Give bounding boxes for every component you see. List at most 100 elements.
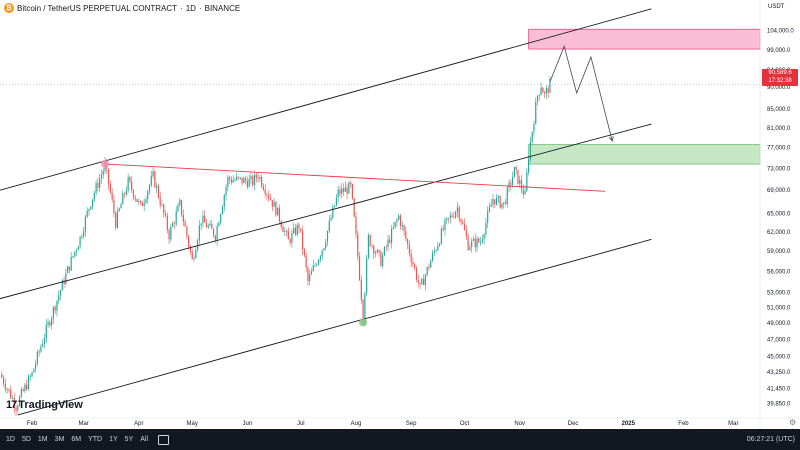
- candle-2024-02-28[interactable]: [79, 236, 81, 247]
- candle-2024-07-30[interactable]: [351, 184, 354, 199]
- candle-2024-07-27[interactable]: [346, 187, 348, 194]
- candle-2024-03-17[interactable]: [111, 192, 113, 200]
- candle-2024-07-09[interactable]: [314, 265, 316, 266]
- candle-2024-07-20[interactable]: [334, 205, 336, 207]
- candle-2024-07-23[interactable]: [339, 189, 341, 194]
- candle-2024-05-01[interactable]: [191, 251, 193, 260]
- candle-2024-05-21[interactable]: [227, 177, 229, 188]
- candle-2024-05-03[interactable]: [195, 249, 197, 259]
- candle-2024-09-10[interactable]: [426, 266, 428, 275]
- utc-clock[interactable]: 06:27:21 (UTC): [746, 436, 795, 443]
- candle-2024-09-27[interactable]: [456, 207, 459, 212]
- candle-2024-10-08[interactable]: [476, 238, 478, 248]
- candle-2024-10-01[interactable]: [463, 223, 466, 231]
- touch-point-1[interactable]: [359, 318, 368, 327]
- candle-2024-08-27[interactable]: [401, 225, 403, 227]
- channel-line-lower[interactable]: [17, 238, 652, 416]
- candle-2024-03-24[interactable]: [123, 193, 126, 195]
- candle-2024-10-10[interactable]: [479, 242, 482, 243]
- candle-2024-05-23[interactable]: [230, 179, 232, 183]
- candle-2024-01-31[interactable]: [29, 376, 31, 378]
- candle-2024-01-21[interactable]: [11, 397, 14, 399]
- candle-2024-09-12[interactable]: [430, 260, 432, 268]
- interval-label[interactable]: 1D: [185, 3, 196, 13]
- candle-2024-08-02[interactable]: [357, 233, 359, 257]
- candle-2024-08-22[interactable]: [392, 227, 394, 229]
- candle-2024-11-15[interactable]: [544, 92, 546, 94]
- candle-2024-05-29[interactable]: [241, 177, 243, 184]
- candle-2024-01-25[interactable]: [18, 396, 21, 406]
- candle-2024-07-06[interactable]: [309, 274, 311, 282]
- candle-2024-11-06[interactable]: [528, 159, 530, 173]
- candle-2024-07-24[interactable]: [341, 188, 343, 194]
- candle-2024-05-24[interactable]: [232, 180, 234, 183]
- candle-2024-09-21[interactable]: [446, 218, 448, 220]
- candle-2024-07-16[interactable]: [326, 230, 329, 243]
- candle-2024-06-25[interactable]: [289, 239, 291, 243]
- candle-2024-11-07[interactable]: [529, 141, 531, 160]
- candle-2024-11-03[interactable]: [522, 189, 524, 195]
- candle-2024-06-13[interactable]: [268, 194, 270, 199]
- candle-2024-03-03[interactable]: [86, 210, 88, 217]
- candle-2024-02-24[interactable]: [72, 256, 74, 258]
- candle-2024-08-24[interactable]: [396, 219, 398, 222]
- candle-2024-10-23[interactable]: [503, 202, 505, 204]
- candle-2024-06-29[interactable]: [296, 224, 298, 235]
- candle-2024-03-11[interactable]: [100, 174, 103, 179]
- candle-2024-11-11[interactable]: [536, 96, 539, 103]
- candle-2024-09-08[interactable]: [423, 278, 425, 286]
- candle-2024-10-24[interactable]: [504, 202, 507, 205]
- candle-2024-01-24[interactable]: [17, 405, 19, 411]
- candle-2024-11-01[interactable]: [519, 180, 521, 184]
- candle-2024-11-08[interactable]: [531, 131, 533, 142]
- candle-2024-08-01[interactable]: [355, 216, 357, 234]
- candle-2024-10-13[interactable]: [485, 222, 487, 235]
- candle-2024-10-29[interactable]: [513, 166, 515, 178]
- candle-2024-06-27[interactable]: [293, 227, 295, 233]
- candle-2024-06-24[interactable]: [287, 231, 289, 240]
- candle-2024-09-22[interactable]: [447, 218, 450, 219]
- candle-2024-09-02[interactable]: [412, 261, 414, 265]
- candle-2024-10-19[interactable]: [495, 197, 498, 205]
- candle-2024-06-20[interactable]: [280, 221, 282, 227]
- candle-2024-03-15[interactable]: [107, 168, 110, 185]
- candle-2024-01-28[interactable]: [24, 384, 26, 391]
- candle-2024-08-06[interactable]: [364, 293, 366, 323]
- candle-2024-09-18[interactable]: [440, 228, 443, 244]
- candle-2024-02-19[interactable]: [63, 280, 65, 285]
- candle-2024-03-28[interactable]: [131, 181, 133, 190]
- candle-2024-10-02[interactable]: [465, 230, 467, 237]
- candle-2024-08-03[interactable]: [358, 256, 361, 281]
- timeframe-1y[interactable]: 1Y: [109, 436, 118, 443]
- candle-2024-04-24[interactable]: [179, 200, 181, 206]
- candle-2024-09-05[interactable]: [417, 279, 419, 283]
- currency-label[interactable]: USDT: [768, 4, 785, 10]
- candle-2024-06-11[interactable]: [264, 189, 266, 195]
- candle-2024-03-27[interactable]: [129, 177, 131, 182]
- candle-2024-10-18[interactable]: [494, 199, 496, 205]
- candle-2024-05-07[interactable]: [202, 215, 204, 224]
- candle-2024-10-11[interactable]: [481, 239, 483, 243]
- candle-2024-09-11[interactable]: [428, 266, 430, 268]
- candle-2024-08-08[interactable]: [367, 235, 370, 258]
- candle-2024-04-15[interactable]: [163, 204, 165, 214]
- candle-2024-05-06[interactable]: [200, 223, 202, 226]
- candle-2024-03-26[interactable]: [127, 177, 129, 191]
- candle-2024-04-27[interactable]: [184, 221, 186, 227]
- candle-2024-03-10[interactable]: [99, 178, 101, 188]
- resistance-trendline[interactable]: [104, 163, 606, 192]
- candle-2024-05-12[interactable]: [211, 223, 213, 229]
- candle-2024-07-01[interactable]: [300, 228, 302, 231]
- candle-2024-09-04[interactable]: [415, 268, 418, 280]
- candle-2024-04-17[interactable]: [166, 215, 168, 230]
- candle-2024-01-15[interactable]: [1, 374, 3, 378]
- candle-2024-06-28[interactable]: [294, 227, 297, 235]
- candle-2024-02-18[interactable]: [61, 280, 63, 291]
- candle-2024-02-02[interactable]: [33, 368, 35, 373]
- candle-2024-01-19[interactable]: [8, 388, 10, 390]
- candle-2024-06-19[interactable]: [278, 207, 281, 222]
- candle-2024-03-09[interactable]: [97, 183, 99, 188]
- candle-2024-07-21[interactable]: [335, 197, 337, 206]
- candle-2024-05-02[interactable]: [193, 258, 195, 260]
